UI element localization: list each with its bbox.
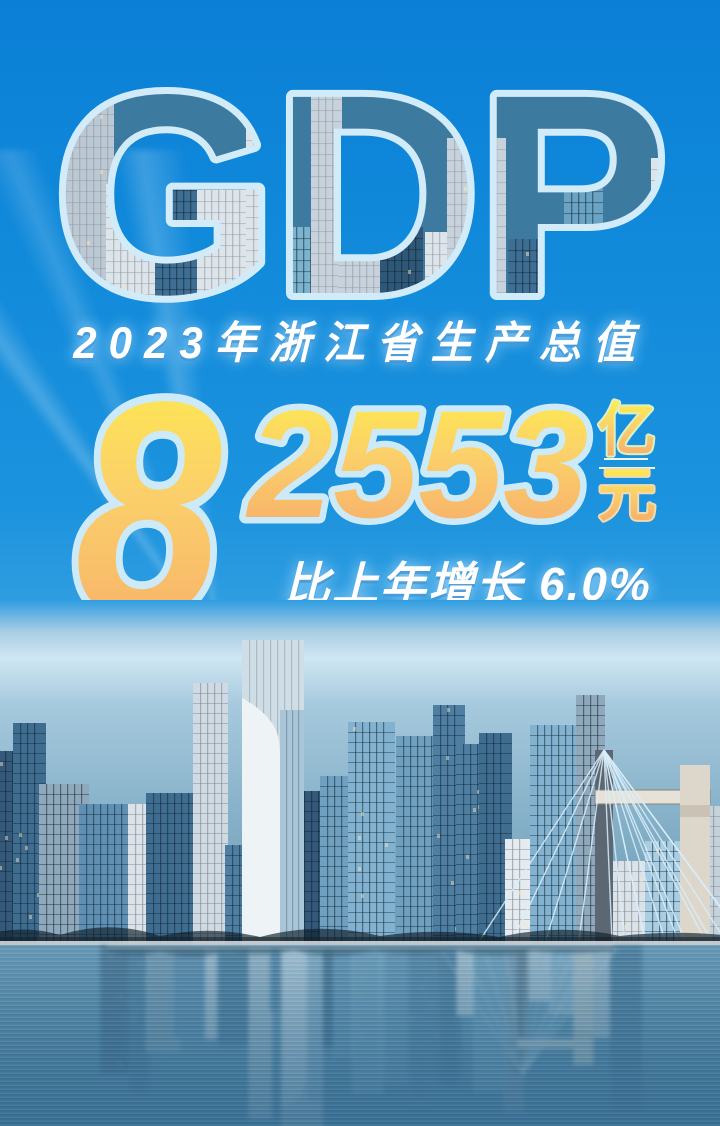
- svg-text:2553: 2553: [245, 379, 588, 550]
- svg-text:亿: 亿: [598, 398, 656, 463]
- svg-text:元: 元: [598, 463, 656, 528]
